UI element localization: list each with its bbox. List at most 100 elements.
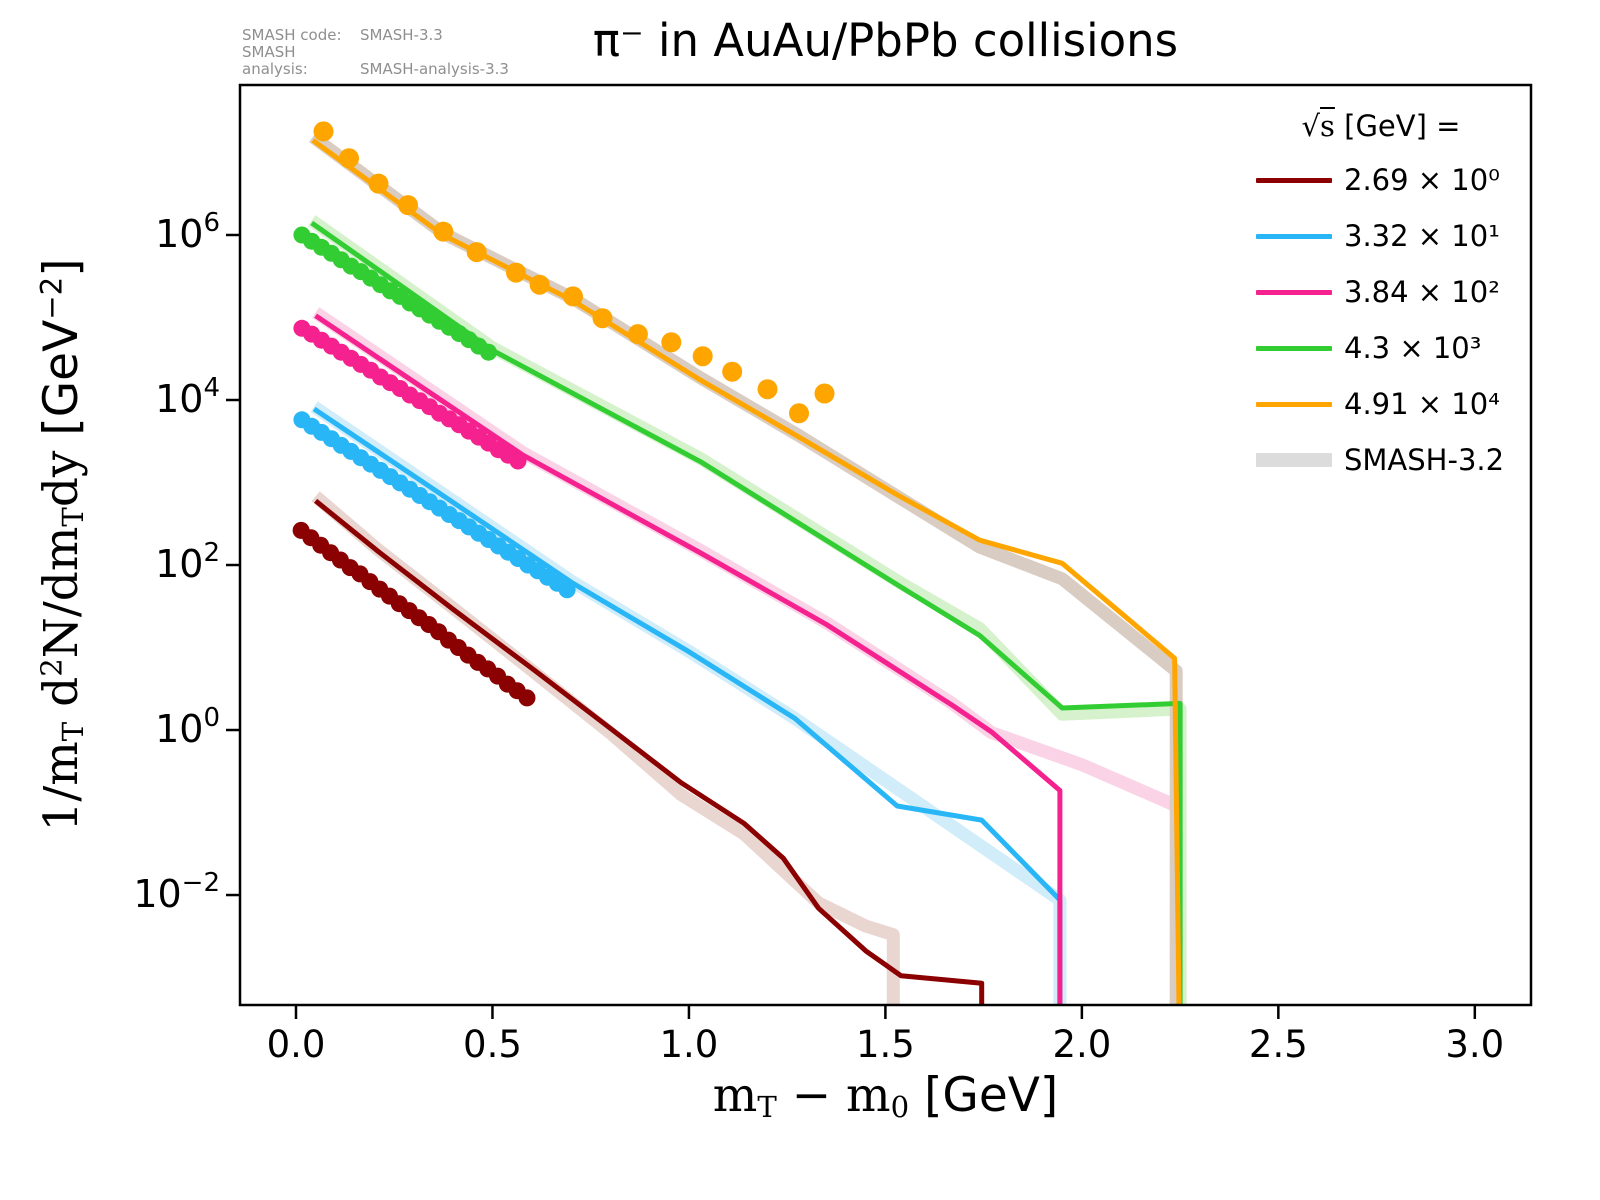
legend: √s [GeV] = 2.69 × 10⁰ 3.32 × 10¹ 3.84 × 10… xyxy=(1256,100,1506,488)
data-point xyxy=(692,346,713,367)
band-sqrts-33.2 xyxy=(310,401,1067,1005)
band-sqrts-2.69 xyxy=(311,491,900,1005)
data-point xyxy=(509,452,527,470)
label-token: dy xyxy=(33,435,89,508)
data-point xyxy=(466,242,487,263)
data-point xyxy=(789,403,809,424)
legend-label: SMASH-3.2 xyxy=(1344,443,1505,477)
data-point xyxy=(529,274,550,295)
markers-sqrts-49100 xyxy=(313,121,835,424)
label-token: − m xyxy=(776,1068,891,1123)
axes: 0.0 0.5 1.0 1.5 2.0 2.5 3.0 106 104 102 100 10−2 xyxy=(133,83,1533,1066)
x-tick-label: 0.5 xyxy=(463,1023,522,1066)
data-point xyxy=(368,173,389,194)
smash-version-annotation: SMASH code: SMASH-3.3 SMASH analysis: SMAS… xyxy=(242,27,509,78)
legend-entries: 2.69 × 10⁰ 3.32 × 10¹ 3.84 × 10² 4.3 × 10³ 4… xyxy=(1256,152,1506,488)
legend-title: √s [GeV] = xyxy=(1256,100,1506,152)
label-token: −2 xyxy=(34,276,69,320)
smash-analysis-value: SMASH-analysis-3.3 xyxy=(360,60,509,78)
legend-swatch xyxy=(1256,345,1332,351)
smash-analysis-line: SMASH analysis: SMASH-analysis-3.3 xyxy=(242,44,509,78)
legend-swatch xyxy=(1256,177,1332,183)
x-tick-label: 1.5 xyxy=(856,1023,915,1066)
data-point xyxy=(433,221,454,242)
y-tick-label: 102 xyxy=(155,538,220,586)
y-tick-label: 106 xyxy=(155,208,220,256)
markers-sqrts-4300 xyxy=(293,226,497,361)
x-tick-label: 1.0 xyxy=(660,1023,719,1066)
legend-label: 2.69 × 10⁰ xyxy=(1344,163,1500,197)
band-sqrts-49100 xyxy=(309,131,1183,1005)
band-sqrts-4300 xyxy=(307,215,1187,1005)
legend-row-1: 3.32 × 10¹ xyxy=(1256,208,1506,264)
label-token: [GeV xyxy=(33,319,89,436)
data-point xyxy=(506,262,526,283)
data-point xyxy=(757,379,778,400)
smash-analysis-label: SMASH analysis: xyxy=(242,43,308,78)
label-token: ] xyxy=(33,258,89,277)
legend-row-0: 2.69 × 10⁰ xyxy=(1256,152,1506,208)
line-sqrts-49100 xyxy=(311,138,1182,1005)
y-tick-label: 100 xyxy=(155,703,220,751)
plot-area xyxy=(292,121,1187,1005)
data-point xyxy=(480,343,497,361)
x-tick-label: 2.0 xyxy=(1052,1023,1111,1066)
legend-label: 3.32 × 10¹ xyxy=(1344,219,1500,253)
x-tick-label: 2.5 xyxy=(1249,1023,1308,1066)
label-token: m xyxy=(712,1068,758,1123)
legend-row-3: 4.3 × 10³ xyxy=(1256,320,1506,376)
data-point xyxy=(627,324,648,345)
markers-sqrts-33.2 xyxy=(293,411,576,599)
label-token: [GeV] xyxy=(924,1068,1059,1123)
label-token: s xyxy=(1320,109,1335,143)
legend-label: 3.84 × 10² xyxy=(1344,275,1500,309)
x-tick-label: 0.0 xyxy=(267,1023,326,1066)
legend-row-4: 4.91 × 10⁴ xyxy=(1256,376,1506,432)
data-point xyxy=(558,581,576,599)
legend-label: 4.3 × 10³ xyxy=(1344,331,1482,365)
line-sqrts-4300 xyxy=(310,220,1183,1005)
smash-code-value: SMASH-3.3 xyxy=(360,26,443,44)
label-token: N/dm xyxy=(33,526,89,659)
legend-swatch xyxy=(1256,453,1332,467)
markers-sqrts-2.69 xyxy=(292,521,536,707)
label-token: T xyxy=(56,721,91,742)
x-axis-label: mT − m0 [GeV] xyxy=(240,1068,1531,1124)
data-point xyxy=(592,308,613,329)
markers-sqrts-384 xyxy=(293,319,527,470)
data-point xyxy=(722,361,743,382)
y-axis-label: 1/mT d2N/dmTdy [GeV−2] xyxy=(34,258,90,831)
label-token: 0 xyxy=(890,1090,910,1125)
label-token: 2 xyxy=(34,658,69,677)
data-point xyxy=(518,689,536,707)
data-point xyxy=(398,195,418,216)
label-token: T xyxy=(56,507,91,527)
y-tick-label: 104 xyxy=(155,373,220,421)
label-token: d xyxy=(33,676,89,722)
label-token xyxy=(909,1068,924,1123)
legend-swatch xyxy=(1256,233,1332,239)
data-point xyxy=(661,332,682,353)
label-token: √ xyxy=(1301,109,1321,143)
chart-title: π⁻ in AuAu/PbPb collisions xyxy=(592,14,1179,67)
data-point xyxy=(313,121,334,142)
label-token: [GeV] = xyxy=(1334,109,1461,143)
legend-swatch xyxy=(1256,401,1332,407)
smash-code-label: SMASH code: xyxy=(242,26,342,44)
legend-swatch xyxy=(1256,289,1332,295)
label-token: T xyxy=(757,1090,777,1125)
line-sqrts-2.69 xyxy=(314,498,985,1005)
x-tick-label: 3.0 xyxy=(1445,1023,1504,1066)
line-sqrts-384 xyxy=(314,313,1063,1005)
data-point xyxy=(814,383,835,404)
legend-row-5: SMASH-3.2 xyxy=(1256,432,1506,488)
data-point xyxy=(563,286,583,307)
y-tick-label: 10−2 xyxy=(133,868,220,916)
label-token: 1/m xyxy=(33,741,89,832)
line-sqrts-33.2 xyxy=(312,406,1063,1005)
legend-label: 4.91 × 10⁴ xyxy=(1344,387,1500,421)
data-point xyxy=(339,148,359,169)
smash-code-line: SMASH code: SMASH-3.3 xyxy=(242,27,509,44)
